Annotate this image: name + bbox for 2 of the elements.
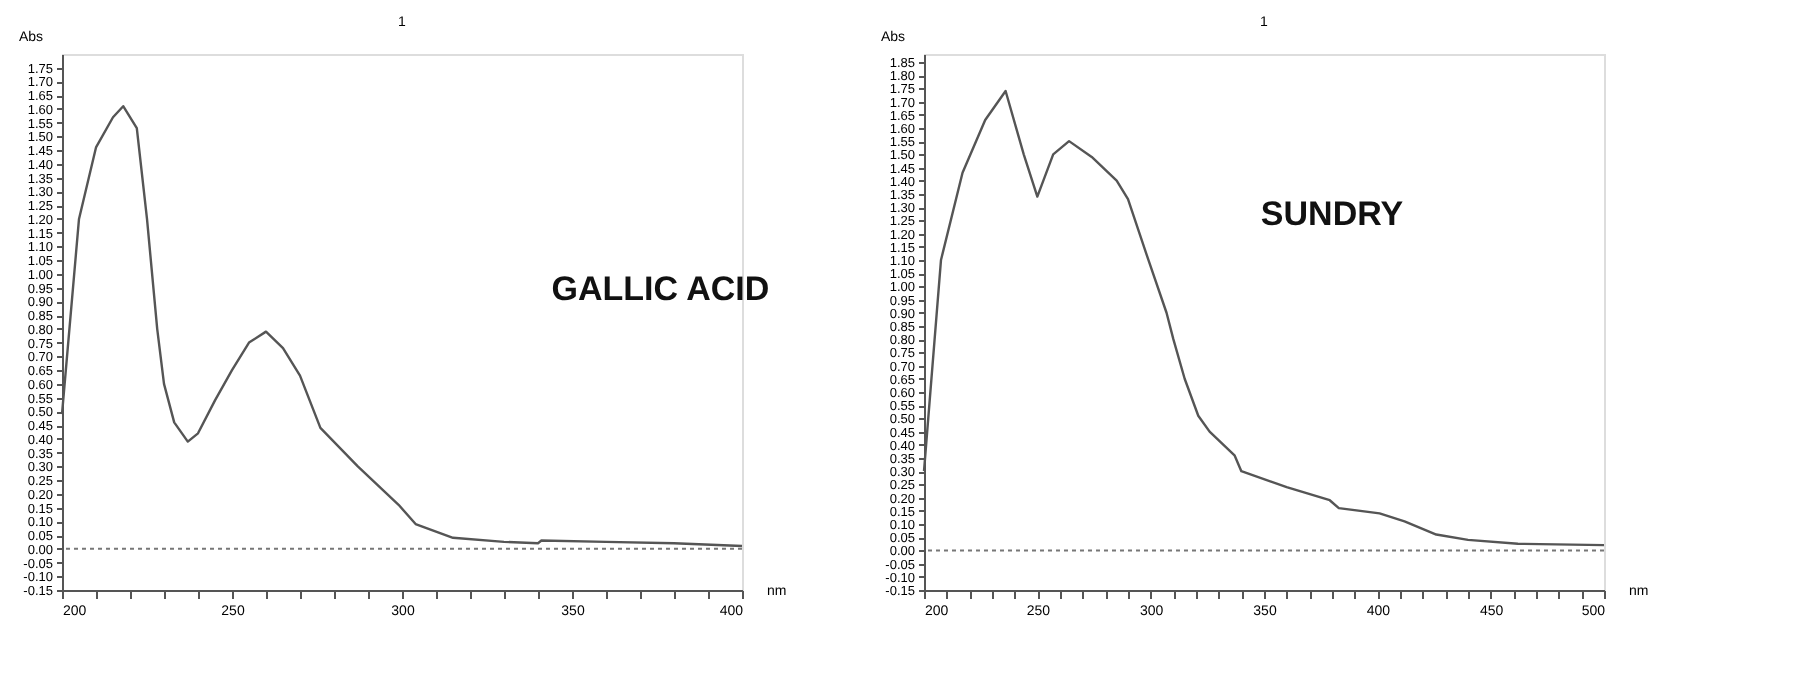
annotation: GALLIC ACID [551, 269, 770, 308]
annotation: SUNDRY [1260, 194, 1405, 233]
